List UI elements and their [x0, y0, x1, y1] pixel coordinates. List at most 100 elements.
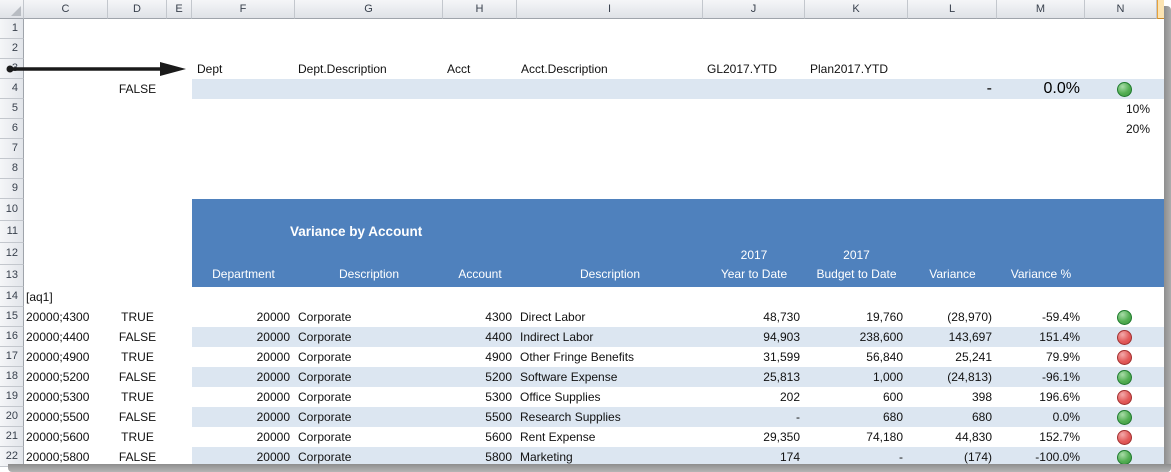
cell-account-description[interactable]: Other Fringe Benefits [520, 350, 635, 364]
report-column-header-variance-[interactable]: Variance % [997, 243, 1085, 287]
row-header-16[interactable]: 16 [0, 327, 24, 347]
cell-variance[interactable]: 25,241 [955, 350, 992, 364]
parameter-row[interactable]: - 0.0% [192, 79, 1164, 99]
report-column-header-account[interactable]: Account [443, 243, 517, 287]
cell-account-description[interactable]: Software Expense [520, 370, 618, 384]
row-header-8[interactable]: 8 [0, 159, 24, 179]
row-header-20[interactable]: 20 [0, 407, 24, 427]
row-header-19[interactable]: 19 [0, 387, 24, 407]
cell-h3-acct[interactable]: Acct [447, 62, 471, 76]
cell-flag[interactable]: FALSE [118, 450, 157, 464]
cell-year-to-date[interactable]: - [796, 410, 800, 424]
cell-account-description[interactable]: Marketing [520, 450, 573, 464]
cell-dept-description[interactable]: Corporate [298, 370, 352, 384]
cell-f3-dept[interactable]: Dept [197, 62, 223, 76]
cell-budget-to-date[interactable]: 56,840 [866, 350, 903, 364]
row-header-6[interactable]: 6 [0, 119, 24, 139]
cell-variance[interactable]: (174) [963, 450, 992, 464]
cell-account[interactable]: 4300 [485, 310, 512, 324]
cell-dept[interactable]: 20000 [256, 370, 290, 384]
cell-budget-to-date[interactable]: 1,000 [872, 370, 903, 384]
cell-dept-description[interactable]: Corporate [298, 350, 352, 364]
cell-budget-to-date[interactable]: 600 [882, 390, 903, 404]
cell-budget-to-date[interactable]: 238,600 [859, 330, 903, 344]
cell-indicator[interactable] [1085, 387, 1164, 407]
cell-m4-variance-pct[interactable]: 0.0% [1043, 80, 1080, 97]
row-header-5[interactable]: 5 [0, 99, 24, 119]
cell-year-to-date[interactable]: 174 [779, 450, 800, 464]
cell-variance[interactable]: 143,697 [948, 330, 992, 344]
cell-c14-query-marker[interactable]: [aq1] [26, 290, 53, 304]
cell-variance-pct[interactable]: 152.7% [1039, 430, 1080, 444]
row-header-12[interactable]: 12 [0, 243, 24, 265]
cell-year-to-date[interactable]: 31,599 [763, 350, 800, 364]
row-header-4[interactable]: 4 [0, 79, 24, 99]
report-column-header-year-to-date[interactable]: 2017 Year to Date [703, 243, 805, 287]
row-header-10[interactable]: 10 [0, 199, 24, 221]
row-header-7[interactable]: 7 [0, 139, 24, 159]
cell-dept[interactable]: 20000 [256, 390, 290, 404]
cell-dept[interactable]: 20000 [256, 430, 290, 444]
column-header-K[interactable]: K [805, 0, 908, 19]
cell-n6-threshold-high[interactable]: 20% [1125, 122, 1150, 136]
cell-dept-description[interactable]: Corporate [298, 390, 352, 404]
cell-indicator[interactable] [1085, 427, 1164, 447]
cell-account-description[interactable]: Indirect Labor [520, 330, 594, 344]
cell-l4-variance[interactable]: - [986, 80, 992, 97]
cell-budget-to-date[interactable]: - [899, 450, 903, 464]
cell-variance-pct[interactable]: 79.9% [1045, 350, 1080, 364]
column-header-J[interactable]: J [703, 0, 805, 19]
cell-flag[interactable]: TRUE [121, 350, 154, 364]
cell-account[interactable]: 5600 [485, 430, 512, 444]
row-header-17[interactable]: 17 [0, 347, 24, 367]
row-header-9[interactable]: 9 [0, 179, 24, 199]
report-column-header-budget-to-date[interactable]: 2017 Budget to Date [805, 243, 908, 287]
cell-g3-dept-description[interactable]: Dept.Description [298, 62, 387, 76]
cell-indicator[interactable] [1085, 367, 1164, 387]
cell-flag[interactable]: FALSE [118, 370, 157, 384]
cell-account[interactable]: 4900 [485, 350, 512, 364]
row-header-14[interactable]: 14 [0, 287, 24, 307]
partial-next-column-header[interactable] [1157, 0, 1164, 19]
cell-flag[interactable]: FALSE [118, 330, 157, 344]
cell-account[interactable]: 5800 [485, 450, 512, 464]
cell-indicator[interactable] [1085, 407, 1164, 427]
row-header-13[interactable]: 13 [0, 265, 24, 287]
cell-n4-indicator[interactable] [1085, 79, 1164, 99]
cell-variance[interactable]: 44,830 [955, 430, 992, 444]
cell-variance-pct[interactable]: -96.1% [1041, 370, 1080, 384]
cell-key[interactable]: 20000;4900 [26, 350, 90, 364]
column-header-I[interactable]: I [517, 0, 703, 19]
cell-indicator[interactable] [1085, 327, 1164, 347]
cell-year-to-date[interactable]: 94,903 [763, 330, 800, 344]
cell-indicator[interactable] [1085, 307, 1164, 327]
report-column-header-description[interactable]: Description [295, 243, 443, 287]
column-header-H[interactable]: H [443, 0, 517, 19]
cell-variance-pct[interactable]: 196.6% [1039, 390, 1080, 404]
cell-key[interactable]: 20000;4300 [26, 310, 90, 324]
select-all-corner[interactable] [0, 0, 24, 19]
cell-dept[interactable]: 20000 [256, 450, 290, 464]
cell-flag[interactable]: FALSE [118, 410, 157, 424]
row-header-2[interactable]: 2 [0, 39, 24, 59]
cell-account[interactable]: 5200 [485, 370, 512, 384]
cell-account[interactable]: 5300 [485, 390, 512, 404]
cell-key[interactable]: 20000;4400 [26, 330, 90, 344]
cell-account-description[interactable]: Direct Labor [520, 310, 586, 324]
cell-account[interactable]: 4400 [485, 330, 512, 344]
cell-d4-flag[interactable]: FALSE [118, 82, 157, 96]
column-header-N[interactable]: N [1085, 0, 1157, 19]
cell-dept[interactable]: 20000 [256, 350, 290, 364]
cell-k3-plan-ytd[interactable]: Plan2017.YTD [810, 62, 889, 76]
row-header-21[interactable]: 21 [0, 427, 24, 447]
cell-key[interactable]: 20000;5200 [26, 370, 90, 384]
cell-j3-gl-ytd[interactable]: GL2017.YTD [707, 62, 778, 76]
cell-variance[interactable]: (24,813) [947, 370, 992, 384]
cell-account-description[interactable]: Office Supplies [520, 390, 601, 404]
cell-budget-to-date[interactable]: 74,180 [866, 430, 903, 444]
row-header-1[interactable]: 1 [0, 19, 24, 39]
cell-key[interactable]: 20000;5500 [26, 410, 90, 424]
report-column-header-department[interactable]: Department [192, 243, 295, 287]
cell-variance[interactable]: (28,970) [947, 310, 992, 324]
column-header-D[interactable]: D [108, 0, 167, 19]
